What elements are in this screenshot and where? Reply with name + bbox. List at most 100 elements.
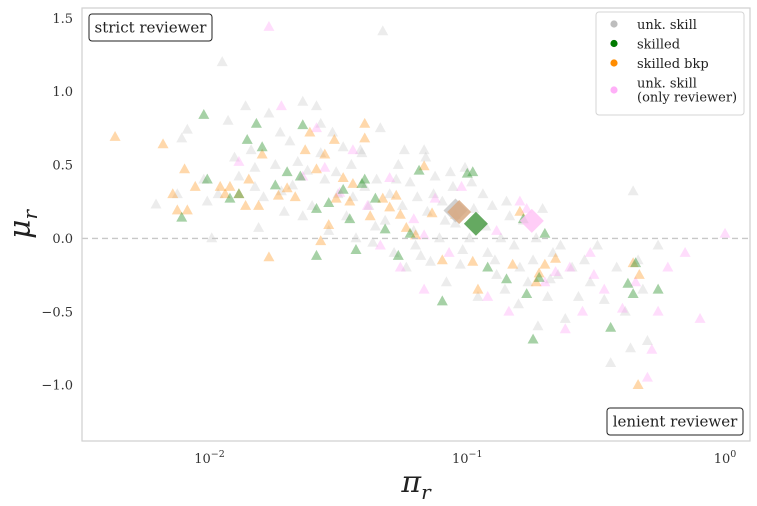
data-point (530, 232, 542, 243)
data-point (559, 313, 571, 323)
data-point (694, 313, 706, 323)
data-point (275, 185, 287, 196)
legend-marker (610, 59, 618, 67)
data-point (622, 277, 634, 288)
data-point (404, 227, 416, 238)
data-point (530, 276, 542, 287)
series-skilled (176, 109, 664, 344)
data-point (374, 239, 386, 250)
legend-item-unk-skill-only-reviewer: unk. skill(only reviewer) (610, 77, 737, 106)
data-point (384, 201, 396, 212)
mean-marker-skilled (463, 211, 488, 236)
data-point (630, 276, 642, 287)
data-point (501, 273, 513, 284)
data-point (630, 257, 642, 268)
data-point (275, 100, 287, 111)
legend-item-unk-skill: unk. skill (610, 18, 697, 33)
data-point (284, 135, 296, 146)
data-point (253, 200, 265, 210)
data-point (250, 117, 262, 128)
data-point (482, 261, 494, 272)
data-point (467, 255, 479, 266)
data-point (501, 195, 513, 206)
data-point (588, 269, 600, 279)
data-point (436, 195, 448, 206)
data-point (539, 258, 551, 269)
data-point (641, 335, 653, 345)
data-point (392, 249, 404, 260)
data-point (468, 202, 480, 213)
legend-box (595, 11, 745, 116)
data-point (334, 186, 346, 197)
data-point (459, 161, 471, 172)
data-point (572, 291, 584, 301)
data-point (443, 246, 455, 257)
data-point (662, 261, 674, 272)
data-point (379, 214, 391, 225)
data-point (379, 223, 391, 234)
data-point (719, 227, 731, 238)
data-point (449, 217, 461, 228)
data-point (176, 132, 188, 143)
legend-label: skilled bkp (637, 57, 709, 72)
data-point (632, 379, 644, 389)
data-point (394, 208, 406, 219)
data-point (482, 291, 494, 301)
data-point (328, 133, 340, 144)
data-point (418, 283, 430, 294)
data-point (287, 179, 299, 190)
data-point (214, 180, 226, 191)
data-point (361, 200, 373, 210)
legend-label: unk. skill (637, 18, 697, 33)
data-point (504, 210, 516, 221)
data-point (410, 239, 422, 250)
annotation-strict-reviewer: strict reviewer (88, 13, 213, 42)
data-point (323, 224, 335, 235)
data-point (189, 180, 201, 191)
data-point (359, 180, 371, 191)
data-point (514, 195, 526, 206)
data-point (278, 205, 290, 216)
data-point (436, 254, 448, 265)
data-point (527, 254, 539, 265)
x-tick-label: 10−2 (194, 449, 225, 467)
data-point (281, 166, 293, 177)
data-point (418, 144, 430, 155)
legend-item-skilled: skilled (610, 38, 680, 53)
data-point (233, 188, 245, 199)
data-point (390, 173, 402, 184)
data-point (616, 302, 628, 313)
data-point (332, 188, 344, 199)
data-point (249, 161, 261, 172)
data-point (388, 246, 400, 257)
data-point (198, 173, 210, 184)
data-point (679, 246, 691, 257)
data-point (418, 229, 430, 240)
data-point (390, 189, 402, 200)
data-point (400, 261, 412, 272)
data-point (229, 151, 241, 162)
data-point (363, 200, 375, 210)
data-point (550, 266, 562, 276)
data-point (212, 188, 224, 199)
data-point (269, 158, 281, 169)
data-point (627, 185, 639, 196)
data-point (233, 170, 245, 181)
data-point (304, 126, 316, 137)
data-point (539, 227, 551, 238)
y-tick-label: 0.0 (52, 232, 73, 247)
data-point (591, 239, 603, 250)
data-point (444, 166, 456, 177)
data-point (256, 141, 268, 152)
data-point (359, 132, 371, 143)
data-point (167, 188, 179, 199)
data-point (319, 173, 331, 184)
data-point (440, 276, 452, 287)
data-point (281, 182, 293, 193)
data-point (461, 167, 473, 178)
data-point (377, 25, 389, 36)
data-point (240, 200, 252, 210)
data-point (652, 239, 664, 250)
data-point (456, 180, 468, 191)
data-point (577, 305, 589, 316)
